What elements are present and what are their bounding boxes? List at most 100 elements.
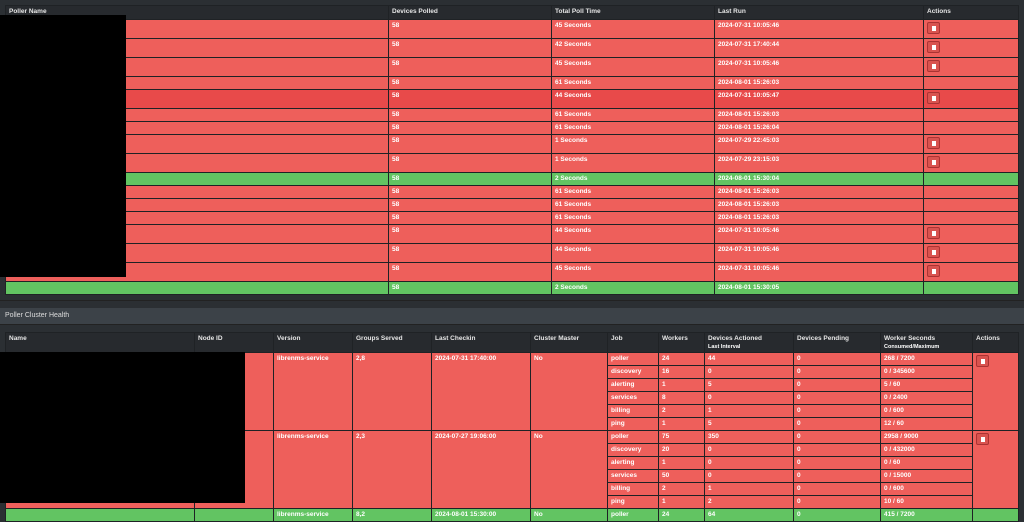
- poller-last-run: 2024-07-31 10:05:46: [714, 224, 924, 244]
- actions-cell: [923, 281, 1019, 295]
- delete-button[interactable]: [927, 246, 940, 258]
- poller-devices: 58: [388, 89, 552, 109]
- delete-button[interactable]: [927, 60, 940, 72]
- job: poller: [607, 352, 659, 366]
- column-header[interactable]: Workers: [658, 332, 705, 353]
- delete-button[interactable]: [976, 433, 989, 445]
- poller-row: 58 44 Seconds 2024-07-31 10:05:46: [5, 224, 1019, 244]
- job: discovery: [607, 365, 659, 379]
- column-header[interactable]: Devices Pending: [793, 332, 881, 353]
- cluster-master: No: [530, 508, 608, 522]
- poller-time: 61 Seconds: [551, 211, 715, 225]
- worker-seconds: 0 / 345600: [880, 365, 973, 379]
- header-subtitle: Last Interval: [708, 344, 741, 350]
- delete-button[interactable]: [976, 355, 989, 367]
- poller-last-run: 2024-08-01 15:26:03: [714, 185, 924, 199]
- devices-actioned: 64: [704, 508, 794, 522]
- devices-actioned: 0: [704, 456, 794, 470]
- groups-served: 8,2: [352, 508, 432, 522]
- delete-button[interactable]: [927, 156, 940, 168]
- poller-last-run: 2024-07-29 22:45:03: [714, 134, 924, 154]
- poller-devices: 58: [388, 134, 552, 154]
- column-header[interactable]: Name: [5, 332, 195, 353]
- devices-actioned: 0: [704, 443, 794, 457]
- actions-cell: [923, 198, 1019, 212]
- column-header[interactable]: Devices Polled: [388, 5, 552, 20]
- poller-time: 61 Seconds: [551, 121, 715, 135]
- devices-pending: 0: [793, 495, 881, 509]
- poller-last-run: 2024-07-31 17:40:44: [714, 38, 924, 58]
- worker-seconds: 2958 / 9000: [880, 430, 973, 444]
- column-header[interactable]: Last Run: [714, 5, 924, 20]
- actions-cell: [923, 153, 1019, 173]
- actions-cell: [923, 121, 1019, 135]
- workers: 1: [658, 417, 705, 431]
- column-header[interactable]: Node ID: [194, 332, 274, 353]
- node-version: librenms-service: [273, 352, 353, 431]
- poller-time: 45 Seconds: [551, 19, 715, 39]
- delete-button[interactable]: [927, 265, 940, 277]
- column-header[interactable]: Actions: [923, 5, 1019, 20]
- delete-button[interactable]: [927, 92, 940, 104]
- cluster-master: No: [530, 352, 608, 431]
- devices-actioned: 5: [704, 417, 794, 431]
- actions-cell: [923, 211, 1019, 225]
- job: billing: [607, 482, 659, 496]
- job: ping: [607, 417, 659, 431]
- poller-row: 58 45 Seconds 2024-07-31 10:05:46: [5, 57, 1019, 77]
- actions-cell: [923, 57, 1019, 77]
- actions-cell: [923, 172, 1019, 186]
- devices-actioned: 0: [704, 365, 794, 379]
- delete-button[interactable]: [927, 41, 940, 53]
- delete-button[interactable]: [927, 227, 940, 239]
- last-checkin: 2024-07-27 19:06:00: [431, 430, 531, 509]
- devices-actioned: 0: [704, 469, 794, 483]
- actions-cell: [972, 508, 1019, 522]
- column-header[interactable]: Actions: [972, 332, 1019, 353]
- devices-pending: 0: [793, 417, 881, 431]
- actions-cell: [972, 430, 1019, 509]
- devices-pending: 0: [793, 365, 881, 379]
- delete-button[interactable]: [927, 137, 940, 149]
- poller-devices: 58: [388, 262, 552, 282]
- devices-pending: 0: [793, 482, 881, 496]
- header-subtitle: Consumed/Maximum: [884, 344, 940, 350]
- column-header[interactable]: Version: [273, 332, 353, 353]
- delete-button[interactable]: [927, 22, 940, 34]
- devices-actioned: 44: [704, 352, 794, 366]
- poller-row: 58 61 Seconds 2024-08-01 15:26:04: [5, 121, 1019, 135]
- poller-row: 58 42 Seconds 2024-07-31 17:40:44: [5, 38, 1019, 58]
- job: poller: [607, 430, 659, 444]
- last-checkin: 2024-07-31 17:40:00: [431, 352, 531, 431]
- poller-devices: 58: [388, 224, 552, 244]
- poller-row: 58 61 Seconds 2024-08-01 15:26:03: [5, 198, 1019, 212]
- column-header[interactable]: Last Checkin: [431, 332, 531, 353]
- column-header[interactable]: Cluster Master: [530, 332, 608, 353]
- pollers-table: Poller Name Devices Polled Total Poll Time…: [5, 5, 1019, 295]
- worker-seconds: 0 / 15000: [880, 469, 973, 483]
- job: services: [607, 391, 659, 405]
- poller-row: 58 61 Seconds 2024-08-01 15:26:03: [5, 211, 1019, 225]
- poller-devices: 58: [388, 198, 552, 212]
- column-header[interactable]: Job: [607, 332, 659, 353]
- column-header[interactable]: Devices Actioned Last Interval: [704, 332, 794, 353]
- poller-row: 58 61 Seconds 2024-08-01 15:26:03: [5, 108, 1019, 122]
- poller-row: 58 45 Seconds 2024-07-31 10:05:46: [5, 19, 1019, 39]
- header-label: Devices Pending: [797, 335, 850, 342]
- column-header[interactable]: Worker Seconds Consumed/Maximum: [880, 332, 973, 353]
- job: billing: [607, 404, 659, 418]
- redacted-poller-names: [0, 15, 126, 277]
- worker-seconds: 0 / 2400: [880, 391, 973, 405]
- devices-pending: 0: [793, 391, 881, 405]
- header-label: Name: [9, 335, 27, 342]
- actions-cell: [923, 134, 1019, 154]
- actions-cell: [923, 185, 1019, 199]
- actions-cell: [972, 352, 1019, 431]
- column-header[interactable]: Total Poll Time: [551, 5, 715, 20]
- poller-time: 61 Seconds: [551, 108, 715, 122]
- poller-last-run: 2024-08-01 15:26:03: [714, 211, 924, 225]
- poller-devices: 58: [388, 153, 552, 173]
- header-label: Devices Actioned: [708, 335, 762, 342]
- devices-pending: 0: [793, 508, 881, 522]
- column-header[interactable]: Groups Served: [352, 332, 432, 353]
